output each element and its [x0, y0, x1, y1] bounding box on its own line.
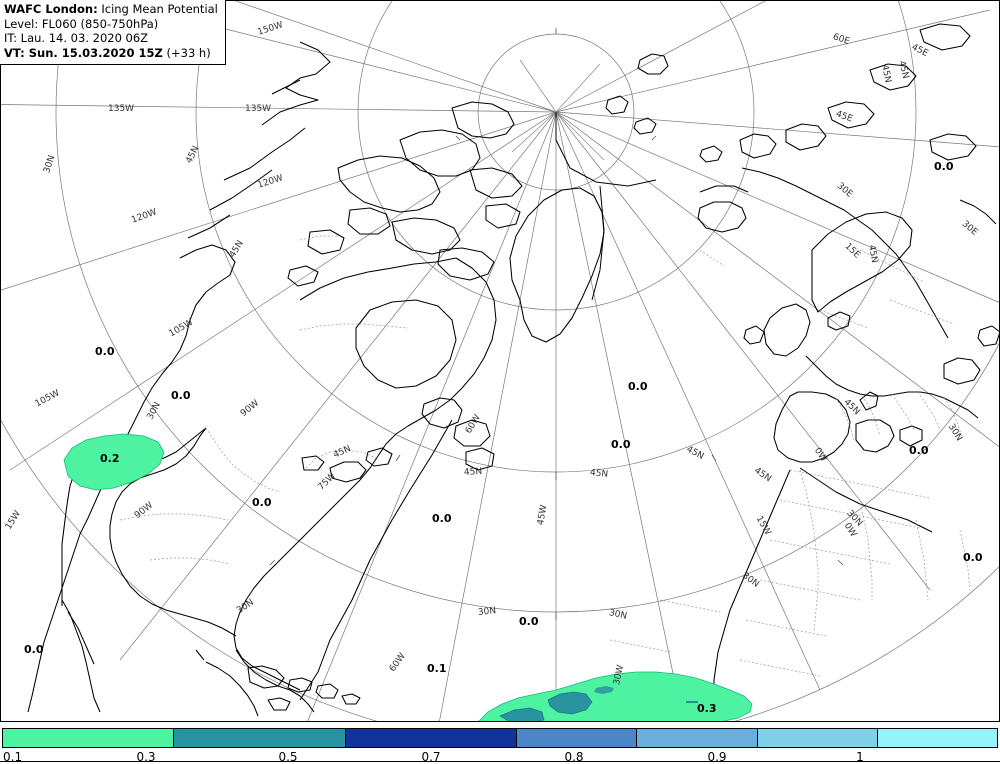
colorbar-tick-label: 0.5 — [278, 750, 298, 764]
coastlines-north-america — [27, 41, 605, 717]
colorbar-tick-label: 0.3 — [136, 750, 156, 764]
contour-value-label: 0.0 — [909, 444, 929, 457]
graticule-ticks — [269, 28, 844, 620]
contour-value-label: 0.0 — [611, 438, 631, 451]
graticule-meridians — [0, 0, 1000, 722]
colorbar-segment[interactable] — [877, 729, 998, 747]
colorbar-segment[interactable] — [637, 729, 758, 747]
colorbar-segment[interactable] — [517, 729, 638, 747]
info-line-issue-time: IT: Lau. 14. 03. 2020 06Z — [4, 31, 149, 46]
coastlines-europe-africa — [605, 23, 1000, 709]
info-line-product: WAFC London: Icing Mean Potential — [4, 2, 218, 17]
graticule-label: 30N — [477, 606, 497, 618]
icing-contour-fills — [63, 433, 753, 722]
colorbar-tick-label: 0.9 — [707, 750, 727, 764]
info-line-level: Level: FL060 (850-750hPa) — [4, 16, 159, 31]
map-svg — [0, 0, 1000, 722]
contour-value-label: 0.0 — [432, 512, 452, 525]
info-product-name: Icing Mean Potential — [101, 2, 218, 16]
graticule-label: 135W — [245, 104, 272, 114]
contour-value-label: 0.0 — [252, 496, 272, 509]
chart-info-box: WAFC London: Icing Mean Potential Level:… — [0, 0, 226, 65]
info-valid-time: VT: Sun. 15.03.2020 15Z — [4, 46, 163, 61]
colorbar-segment[interactable] — [3, 729, 175, 747]
contour-value-label: 0.0 — [963, 551, 983, 564]
contour-value-label: 0.3 — [697, 702, 717, 715]
contour-value-label: 0.0 — [934, 160, 954, 173]
political-borders — [119, 235, 971, 677]
info-valid-offset: (+33 h) — [166, 46, 211, 61]
colorbar-segment[interactable] — [345, 729, 518, 747]
graticule-label: 135W — [108, 104, 135, 114]
colorbar-tick-label: 0.8 — [564, 750, 584, 764]
colorbar-panel: 0.1 0.3 0.5 0.7 0.8 0.9 1 — [0, 722, 1000, 764]
info-line-valid-time: VT: Sun. 15.03.2020 15Z (+33 h) — [4, 46, 218, 61]
colorbar[interactable] — [2, 728, 998, 748]
map-canvas[interactable]: WAFC London: Icing Mean Potential Level:… — [0, 0, 1000, 722]
contour-value-label: 0.0 — [24, 643, 44, 656]
contour-value-label: 0.2 — [100, 452, 120, 465]
colorbar-segment[interactable] — [757, 729, 878, 747]
contour-value-label: 0.1 — [427, 662, 447, 675]
map-frame — [511, 59, 657, 301]
graticule-label: 45N — [463, 466, 483, 478]
contour-value-label: 0.0 — [628, 380, 648, 393]
colorbar-segment[interactable] — [174, 729, 346, 747]
colorbar-tick-label: 0.7 — [421, 750, 441, 764]
contour-value-label: 0.0 — [95, 345, 115, 358]
contour-value-label: 0.0 — [171, 389, 191, 402]
info-product-source: WAFC London: — [4, 2, 98, 16]
colorbar-tick-label: 1 — [856, 750, 864, 764]
contour-value-label: 0.0 — [519, 615, 539, 628]
colorbar-tick-label: 0.1 — [3, 750, 23, 764]
graticule-label: 45N — [589, 468, 609, 480]
